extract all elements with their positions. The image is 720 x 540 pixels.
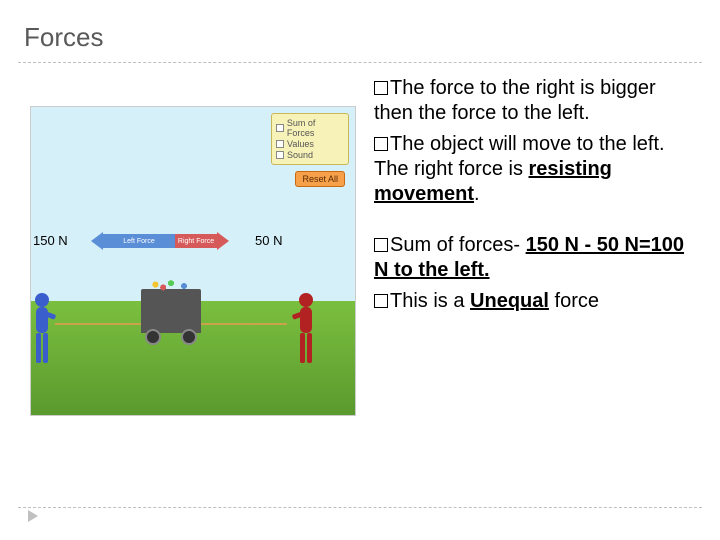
cart-icon [141, 289, 201, 333]
slide-marker-icon [28, 510, 38, 522]
checkbox-bullet-icon [374, 294, 388, 308]
spacer [374, 213, 696, 233]
option-sum[interactable]: Sum of Forces [276, 118, 344, 138]
checkbox-bullet-icon [374, 238, 388, 252]
blue-figure-icon [27, 291, 57, 371]
option-label: Sum of Forces [287, 118, 344, 138]
bullet-text-body: is a [428, 290, 470, 312]
bullet-lead: The [390, 133, 424, 155]
left-force-value: 150 N [33, 233, 68, 248]
option-values[interactable]: Values [276, 139, 344, 149]
slide-title: Forces [24, 22, 103, 53]
rope-right [199, 323, 287, 325]
checkbox-bullet-icon [374, 81, 388, 95]
option-label: Sound [287, 150, 313, 160]
red-figure-icon [291, 291, 321, 371]
option-label: Values [287, 139, 314, 149]
bullet-lead: This [390, 290, 428, 312]
checkbox-icon [276, 140, 284, 148]
bullet-lead: The [390, 77, 424, 99]
bullet-emphasis: Unequal [470, 290, 549, 312]
right-arrow-icon [217, 232, 229, 250]
bullet-2: The object will move to the left. The ri… [374, 132, 696, 207]
option-sound[interactable]: Sound [276, 150, 344, 160]
wheel-icon [181, 329, 197, 345]
left-arrow-icon [91, 232, 103, 250]
divider-top [18, 62, 702, 63]
rope-left [55, 323, 143, 325]
bullet-text: The force to the right is bigger then th… [374, 76, 696, 320]
force-arrows: Left Force Right Force [91, 231, 241, 251]
checkbox-icon [276, 124, 284, 132]
forces-diagram: Sum of Forces Values Sound Reset All 150… [30, 106, 356, 416]
right-force-value: 50 N [255, 233, 282, 248]
checkbox-icon [276, 151, 284, 159]
options-panel: Sum of Forces Values Sound [271, 113, 349, 165]
checkbox-bullet-icon [374, 137, 388, 151]
bullet-1: The force to the right is bigger then th… [374, 76, 696, 126]
left-force-bar: Left Force [103, 234, 175, 248]
wheel-icon [145, 329, 161, 345]
bullet-text-body: . [474, 183, 480, 205]
bullet-3: Sum of forces- 150 N - 50 N=100 N to the… [374, 233, 696, 283]
bullet-text-body: force [549, 290, 599, 312]
bullet-lead: Sum [390, 234, 431, 256]
divider-bottom [18, 507, 702, 508]
reset-button[interactable]: Reset All [295, 171, 345, 187]
bullet-4: This is a Unequal force [374, 289, 696, 314]
bullet-text-body: of forces- [431, 234, 525, 256]
right-force-bar: Right Force [175, 234, 217, 248]
